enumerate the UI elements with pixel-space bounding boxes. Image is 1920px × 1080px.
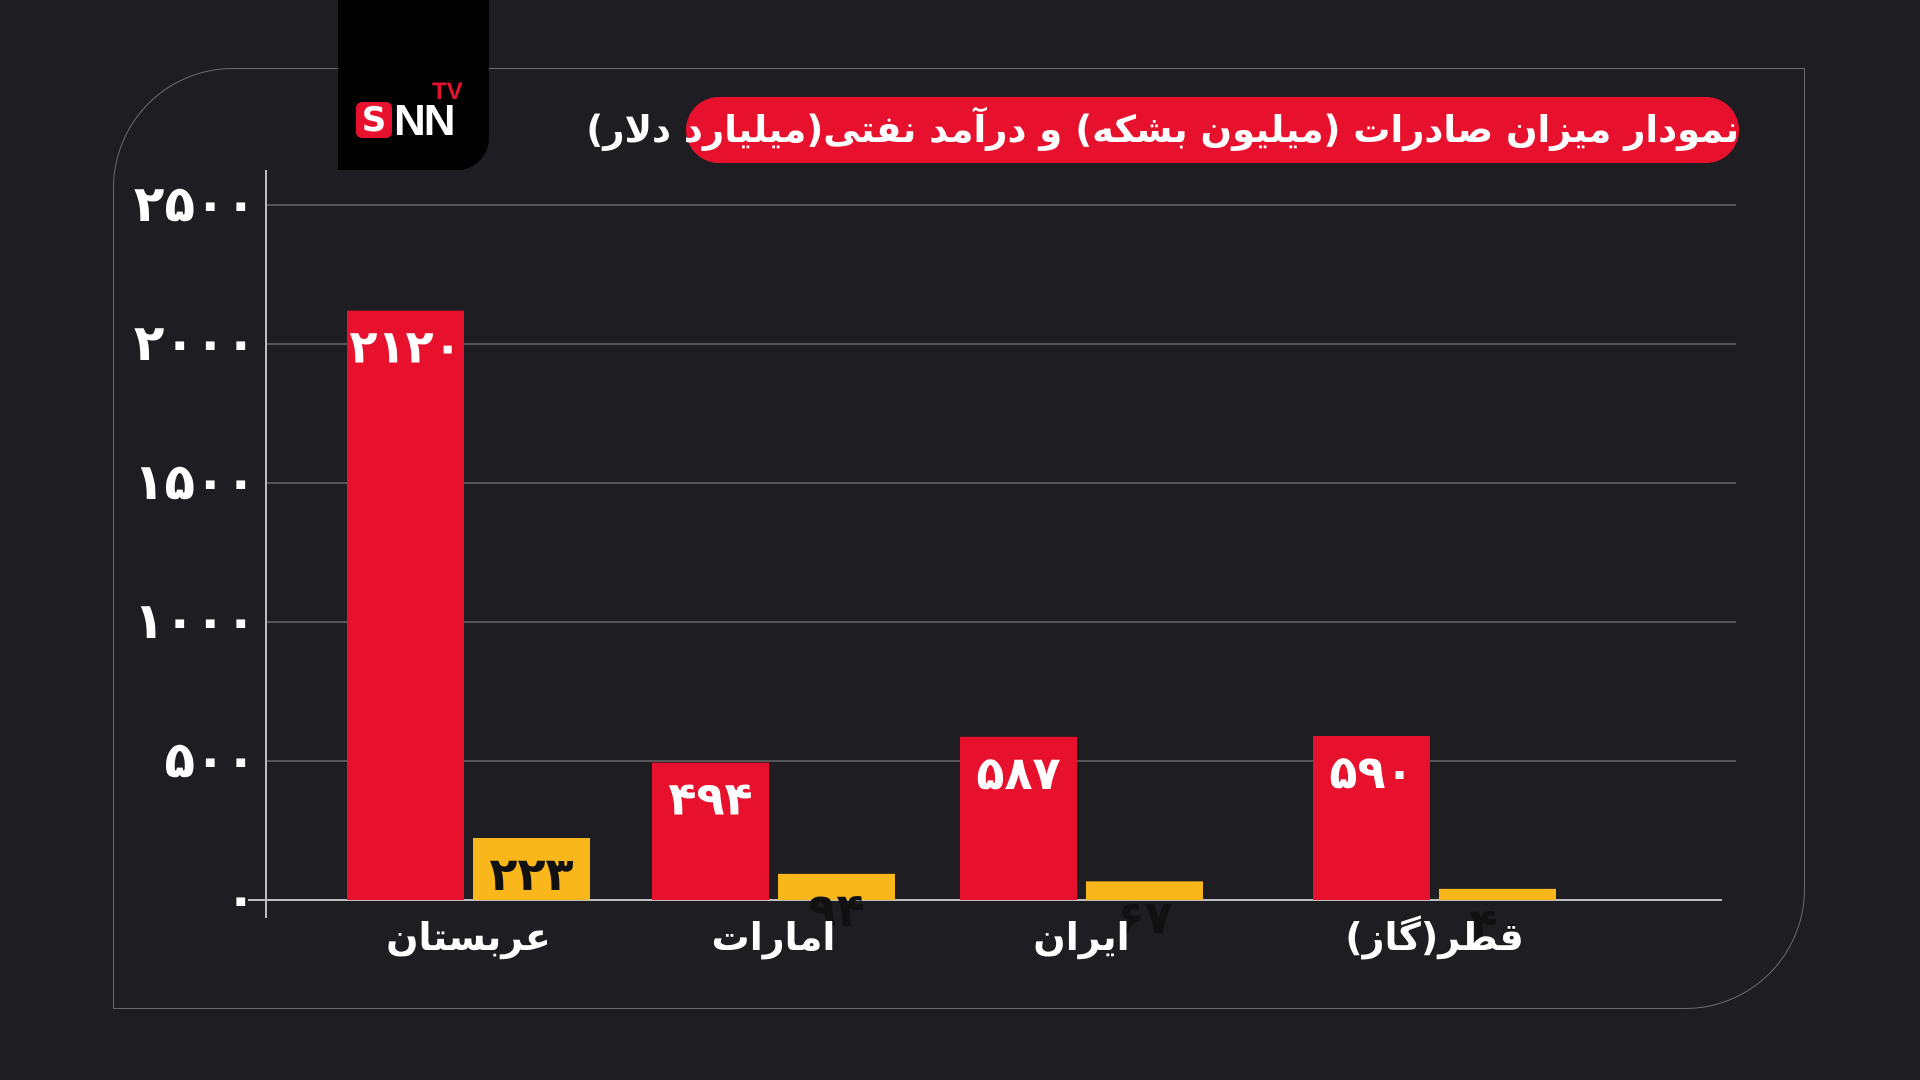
data-label: ۵۹۰	[1329, 745, 1413, 799]
bar	[347, 310, 464, 900]
data-label: ۶۷	[1116, 890, 1172, 944]
y-tick-label: ۵۰۰	[164, 731, 256, 789]
bar	[473, 838, 590, 900]
y-tick-label: ۲۰۰۰	[134, 314, 256, 372]
logo-s: S	[356, 102, 392, 138]
snn-tv-logo: S NN TV	[356, 78, 476, 150]
x-tick-label: قطر(گاز)	[1345, 915, 1524, 959]
bar	[1086, 881, 1203, 900]
y-tick-label: ۱۵۰۰	[134, 453, 256, 511]
x-tick-label: امارات	[712, 915, 836, 959]
chart-frame	[113, 68, 1805, 1009]
y-tick-label: ۲۵۰۰	[134, 175, 256, 233]
logo-tab	[338, 0, 489, 170]
y-tick-label: ۱۰۰۰	[134, 592, 256, 650]
x-tick-label: عربستان	[386, 915, 551, 959]
logo-tv: TV	[432, 78, 463, 105]
data-label: ۴۰	[1469, 898, 1525, 952]
bar	[1439, 888, 1556, 900]
logo-nn: NN	[394, 96, 456, 145]
data-label: ۲۱۲۰	[349, 320, 461, 374]
bar	[960, 736, 1077, 900]
data-label: ۲۲۳	[489, 847, 573, 901]
bar	[1313, 735, 1430, 900]
chart-title: نمودار میزان صادرات (میلیون بشکه) و درآم…	[586, 97, 1739, 163]
data-label: ۵۸۷	[976, 746, 1060, 800]
data-label: ۹۴	[808, 883, 864, 937]
bar	[778, 873, 895, 900]
data-label: ۴۹۴	[668, 772, 752, 826]
x-tick-label: ایران	[1033, 915, 1129, 959]
bar	[652, 762, 769, 900]
